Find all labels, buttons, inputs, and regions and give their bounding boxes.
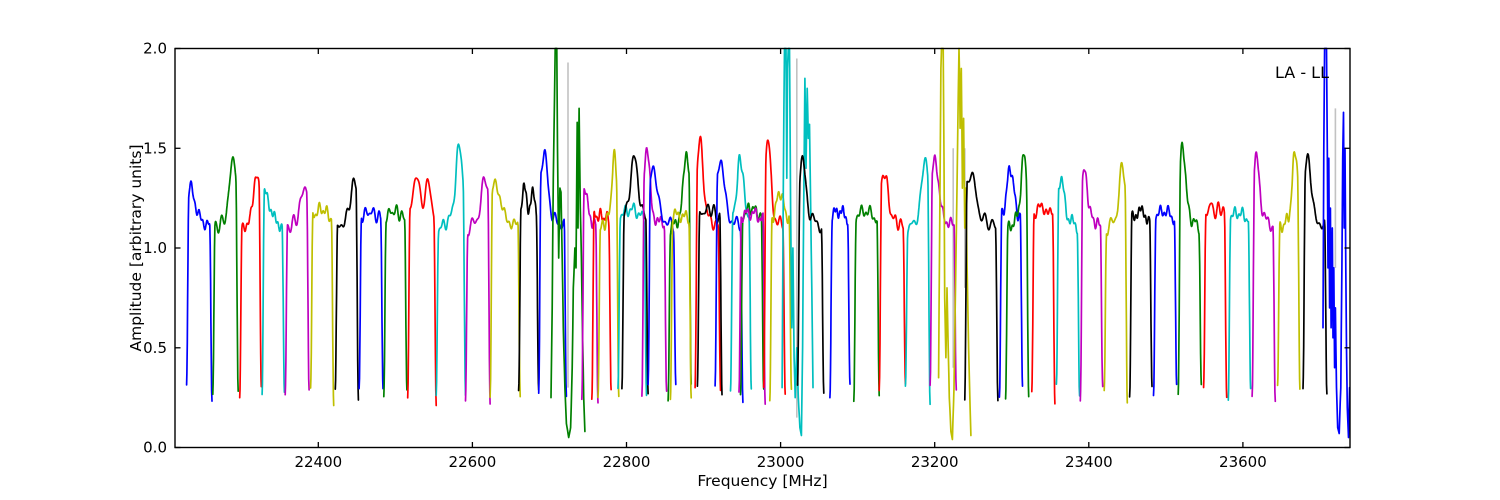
y-tick-label: 2.0 (143, 40, 167, 58)
spectral-band-2 (238, 176, 263, 399)
spectral-band-17 (590, 207, 612, 401)
spectral-band-43 (1004, 153, 1030, 400)
spectral-band-anomalous-40 (937, 47, 972, 441)
x-tick-label: 23600 (1219, 453, 1267, 471)
spectral-band-39 (929, 154, 958, 391)
spectral-band-8 (382, 204, 408, 398)
spectral-band-12 (489, 178, 522, 399)
spectral-band-54 (1276, 151, 1301, 390)
axis-ticks (175, 47, 1350, 449)
spectral-band-11 (464, 176, 491, 405)
spectral-band-18 (597, 148, 620, 399)
spectral-band-0 (185, 180, 213, 402)
spectral-band-34 (796, 154, 825, 394)
spectral-band-5 (309, 201, 335, 407)
x-tick-label: 22400 (294, 453, 342, 471)
x-tick-label: 22800 (603, 453, 651, 471)
spectral-band-45 (1055, 175, 1081, 397)
spectral-band-37 (878, 174, 907, 392)
spectral-band-7 (358, 206, 384, 390)
spectral-band-24 (669, 208, 693, 401)
spectral-band-6 (334, 177, 360, 401)
spectral-band-10 (435, 143, 467, 397)
spectral-band-32 (768, 190, 793, 402)
spectral-band-4 (284, 186, 310, 396)
spectral-band-35 (829, 204, 851, 399)
spectral-band-53 (1251, 151, 1277, 403)
spectral-band-46 (1079, 169, 1104, 402)
spectral-band-29 (739, 202, 765, 396)
y-tick-label: 1.5 (143, 140, 167, 158)
spectral-band-38 (904, 156, 931, 406)
spectral-band-curves (185, 47, 1351, 441)
spectral-band-30 (738, 207, 767, 405)
flagged-channel-lines (567, 58, 1337, 418)
spectral-band-42 (998, 165, 1024, 398)
x-tick-label: 22600 (449, 453, 497, 471)
spectral-band-28 (729, 153, 753, 392)
x-tick-label: 23400 (1065, 453, 1113, 471)
spectral-band-51 (1202, 201, 1228, 399)
spectral-band-27 (714, 159, 744, 404)
axis-tick-labels: 22400 22600 22800 23000 23200 23400 23600 0.0 0.… (143, 40, 1267, 471)
spectral-band-49 (1152, 204, 1178, 397)
spectral-band-47 (1103, 161, 1129, 404)
spectral-band-3 (261, 188, 286, 396)
spectral-band-44 (1030, 202, 1056, 405)
spectral-band-13 (517, 182, 540, 392)
spectral-band-19 (617, 202, 648, 397)
spectral-band-52 (1227, 206, 1252, 401)
baseline-polarization-label: LA - LL (1275, 63, 1329, 82)
spectral-band-36 (852, 204, 881, 403)
y-tick-label: 0.0 (143, 439, 167, 457)
x-axis-label: Frequency [MHz] (697, 472, 827, 490)
spectral-band-26 (696, 203, 723, 396)
spectral-band-9 (406, 177, 438, 407)
x-tick-label: 23200 (911, 453, 959, 471)
spectral-band-22 (647, 165, 677, 386)
x-tick-label: 23000 (757, 453, 805, 471)
y-tick-label: 1.0 (143, 239, 167, 257)
spectral-band-48 (1128, 205, 1153, 398)
y-axis-label: Amplitude [arbitrary units] (127, 145, 145, 352)
spectral-band-21 (641, 147, 668, 397)
spectral-band-anomalous-56 (1322, 47, 1351, 439)
spectral-band-41 (963, 171, 999, 402)
y-tick-label: 0.5 (143, 339, 167, 357)
spectral-band-50 (1177, 141, 1203, 396)
spectral-band-16 (580, 187, 599, 404)
spectral-band-1 (211, 156, 240, 396)
